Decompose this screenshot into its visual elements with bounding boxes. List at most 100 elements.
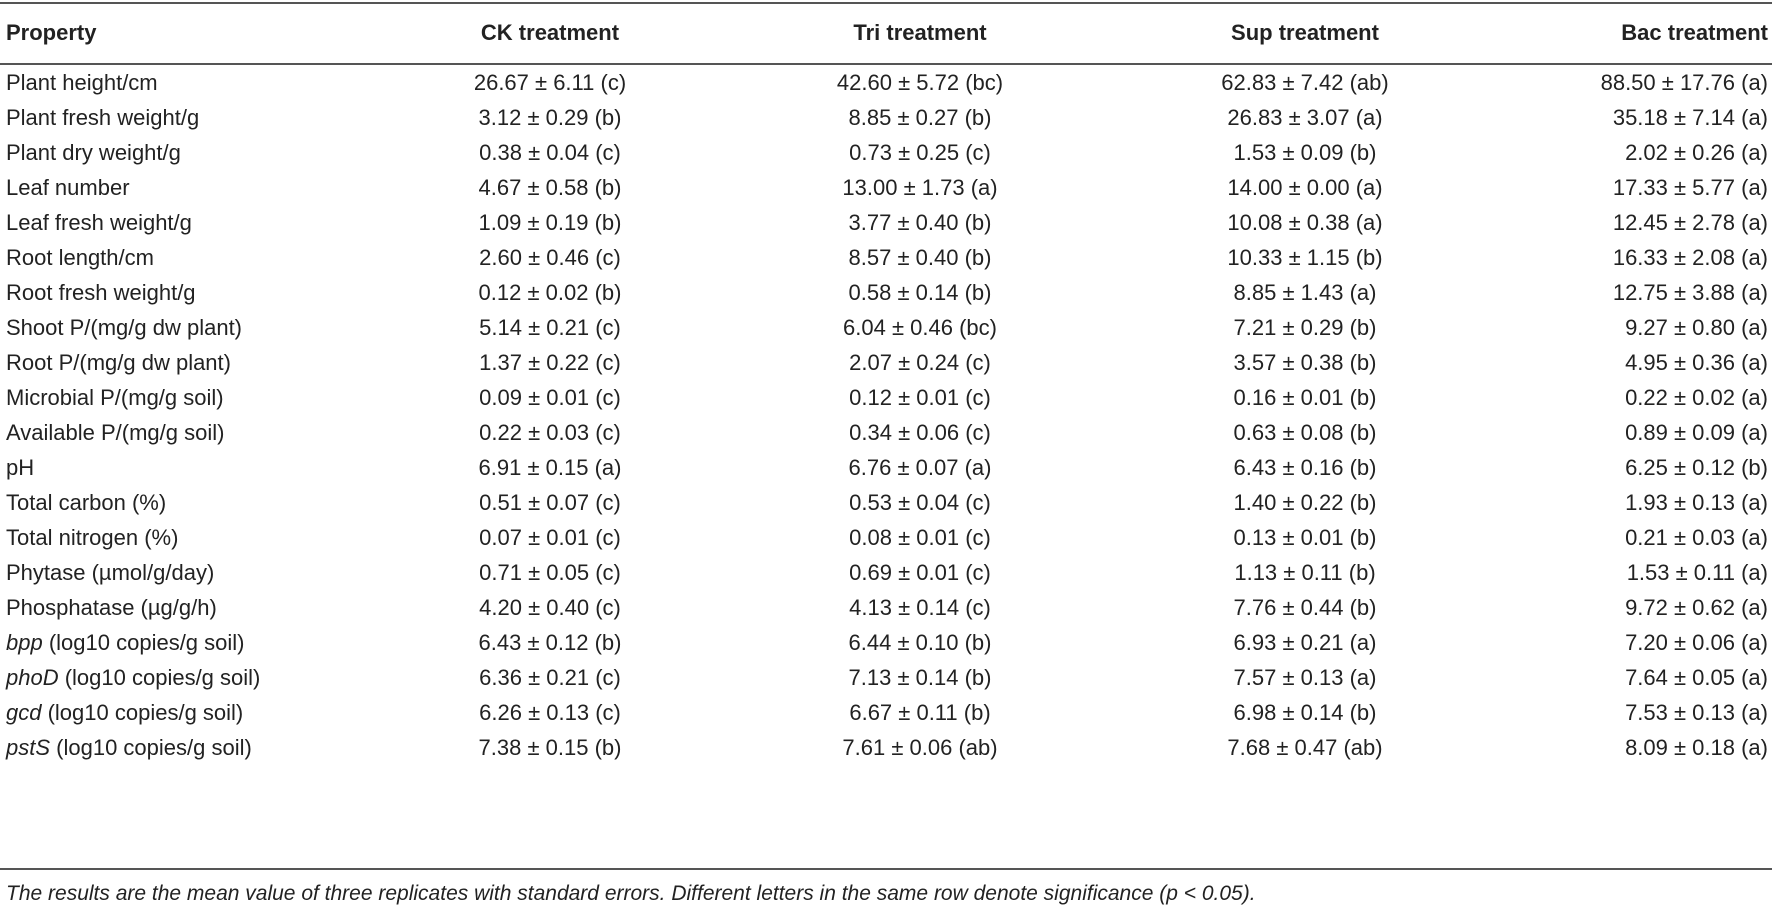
property-label: Root P/(mg/g dw plant) [6,350,231,375]
value-cell-bac: 7.64 ± 0.05 (a) [1625,665,1768,690]
value-cell-tri: 0.12 ± 0.01 (c) [849,385,991,410]
property-label: Plant fresh weight/g [6,105,200,130]
table-header-row: Property CK treatment Tri treatment Sup … [0,14,1772,52]
value-cell-sup: 3.57 ± 0.38 (b) [1233,350,1377,375]
value-cell-sup: 62.83 ± 7.42 (ab) [1221,70,1389,95]
table-row: Shoot P/(mg/g dw plant) 5.14 ± 0.21 (c) 6.… [0,309,1772,347]
value-cell-tri: 0.53 ± 0.04 (c) [849,490,991,515]
value-cell-bac: 8.09 ± 0.18 (a) [1625,735,1768,760]
property-label: (log10 copies/g soil) [41,700,244,725]
table-row: Leaf fresh weight/g 1.09 ± 0.19 (b) 3.77 ±… [0,204,1772,242]
value-cell-sup: 7.76 ± 0.44 (b) [1233,595,1377,620]
value-cell-ck: 0.09 ± 0.01 (c) [479,385,621,410]
table-row: bpp (log10 copies/g soil) 6.43 ± 0.12 (b)… [0,624,1772,662]
value-cell-sup: 8.85 ± 1.43 (a) [1233,280,1377,305]
value-cell-ck: 6.26 ± 0.13 (c) [479,700,621,725]
value-cell-sup: 1.53 ± 0.09 (b) [1233,140,1377,165]
header-tri: Tri treatment [853,20,987,45]
property-label: Microbial P/(mg/g soil) [6,385,224,410]
table-row: Root length/cm 2.60 ± 0.46 (c) 8.57 ± 0.40… [0,239,1772,277]
property-cell: pH [6,449,34,487]
table-row: Plant height/cm 26.67 ± 6.11 (c) 42.60 ± 5… [0,64,1772,102]
value-cell-bac: 35.18 ± 7.14 (a) [1612,105,1768,130]
table-row: Total carbon (%) 0.51 ± 0.07 (c) 0.53 ± 0.… [0,484,1772,522]
value-cell-bac: 7.53 ± 0.13 (a) [1625,700,1768,725]
value-cell-bac: 0.21 ± 0.03 (a) [1625,525,1768,550]
value-cell-tri: 6.76 ± 0.07 (a) [848,455,992,480]
value-cell-sup: 6.93 ± 0.21 (a) [1233,630,1377,655]
value-cell-sup: 10.33 ± 1.15 (b) [1227,245,1383,270]
value-cell-ck: 26.67 ± 6.11 (c) [473,70,627,95]
property-label: Leaf fresh weight/g [6,210,192,235]
property-label: Plant dry weight/g [6,140,181,165]
property-cell: Leaf number [6,169,130,207]
value-cell-ck: 4.67 ± 0.58 (b) [478,175,622,200]
value-cell-ck: 2.60 ± 0.46 (c) [479,245,621,270]
table-row: Plant dry weight/g 0.38 ± 0.04 (c) 0.73 ± … [0,134,1772,172]
table-row: phoD (log10 copies/g soil) 6.36 ± 0.21 (c… [0,659,1772,697]
property-label: Root fresh weight/g [6,280,196,305]
value-cell-tri: 0.34 ± 0.06 (c) [849,420,991,445]
value-cell-sup: 0.13 ± 0.01 (b) [1233,525,1377,550]
value-cell-ck: 0.51 ± 0.07 (c) [479,490,621,515]
value-cell-sup: 1.13 ± 0.11 (b) [1234,560,1376,585]
header-property: Property [6,20,97,45]
table-row: Phytase (µmol/g/day) 0.71 ± 0.05 (c) 0.69 … [0,554,1772,592]
table-row: Plant fresh weight/g 3.12 ± 0.29 (b) 8.85 … [0,99,1772,137]
property-cell: Microbial P/(mg/g soil) [6,379,224,417]
value-cell-bac: 1.53 ± 0.11 (a) [1626,560,1768,585]
table-row: Available P/(mg/g soil) 0.22 ± 0.03 (c) 0.… [0,414,1772,452]
value-cell-sup: 1.40 ± 0.22 (b) [1233,490,1377,515]
gene-name: bpp [6,630,43,655]
value-cell-ck: 7.38 ± 0.15 (b) [478,735,622,760]
property-label: (log10 copies/g soil) [50,735,252,760]
value-cell-bac: 9.72 ± 0.62 (a) [1625,595,1768,620]
value-cell-tri: 8.57 ± 0.40 (b) [848,245,992,270]
header-bac: Bac treatment [1621,20,1768,45]
property-label: (log10 copies/g soil) [58,665,261,690]
value-cell-bac: 12.45 ± 2.78 (a) [1612,210,1768,235]
value-cell-tri: 6.67 ± 0.11 (b) [849,700,991,725]
table-row: gcd (log10 copies/g soil) 6.26 ± 0.13 (c)… [0,694,1772,732]
property-cell: Phytase (µmol/g/day) [6,554,214,592]
value-cell-bac: 9.27 ± 0.80 (a) [1625,315,1768,340]
value-cell-ck: 6.36 ± 0.21 (c) [479,665,621,690]
value-cell-ck: 0.07 ± 0.01 (c) [479,525,621,550]
property-cell: Root P/(mg/g dw plant) [6,344,231,382]
value-cell-tri: 6.04 ± 0.46 (bc) [843,315,997,340]
property-cell: pstS (log10 copies/g soil) [6,729,252,767]
gene-name: gcd [6,700,42,725]
value-cell-tri: 0.58 ± 0.14 (b) [848,280,992,305]
value-cell-bac: 1.93 ± 0.13 (a) [1625,490,1768,515]
value-cell-tri: 13.00 ± 1.73 (a) [842,175,998,200]
value-cell-ck: 6.91 ± 0.15 (a) [478,455,622,480]
value-cell-ck: 1.37 ± 0.22 (c) [479,350,621,375]
header-ck: CK treatment [480,20,620,45]
value-cell-tri: 0.73 ± 0.25 (c) [849,140,991,165]
value-cell-sup: 26.83 ± 3.07 (a) [1227,105,1383,130]
value-cell-sup: 7.21 ± 0.29 (b) [1233,315,1377,340]
table-row: pH 6.91 ± 0.15 (a) 6.76 ± 0.07 (a) 6.43 ± 0… [0,449,1772,487]
value-cell-tri: 3.77 ± 0.40 (b) [848,210,992,235]
property-label: (log10 copies/g soil) [42,630,245,655]
value-cell-ck: 3.12 ± 0.29 (b) [478,105,622,130]
table-bottom-rule [0,868,1772,870]
property-cell: Root fresh weight/g [6,274,196,312]
table-row: Leaf number 4.67 ± 0.58 (b) 13.00 ± 1.73 (… [0,169,1772,207]
value-cell-tri: 4.13 ± 0.14 (c) [849,595,991,620]
table-row: pstS (log10 copies/g soil) 7.38 ± 0.15 (b… [0,729,1772,767]
property-cell: gcd (log10 copies/g soil) [6,694,243,732]
table-row: Phosphatase (µg/g/h) 4.20 ± 0.40 (c) 4.13 … [0,589,1772,627]
value-cell-tri: 2.07 ± 0.24 (c) [849,350,991,375]
header-sup: Sup treatment [1231,20,1379,45]
value-cell-bac: 0.89 ± 0.09 (a) [1625,420,1768,445]
value-cell-ck: 6.43 ± 0.12 (b) [478,630,622,655]
property-cell: Available P/(mg/g soil) [6,414,224,452]
value-cell-bac: 4.95 ± 0.36 (a) [1625,350,1768,375]
property-cell: Plant height/cm [6,64,158,102]
property-cell: Root length/cm [6,239,154,277]
value-cell-sup: 6.43 ± 0.16 (b) [1233,455,1377,480]
table-top-rule [0,2,1772,4]
property-cell: Shoot P/(mg/g dw plant) [6,309,242,347]
